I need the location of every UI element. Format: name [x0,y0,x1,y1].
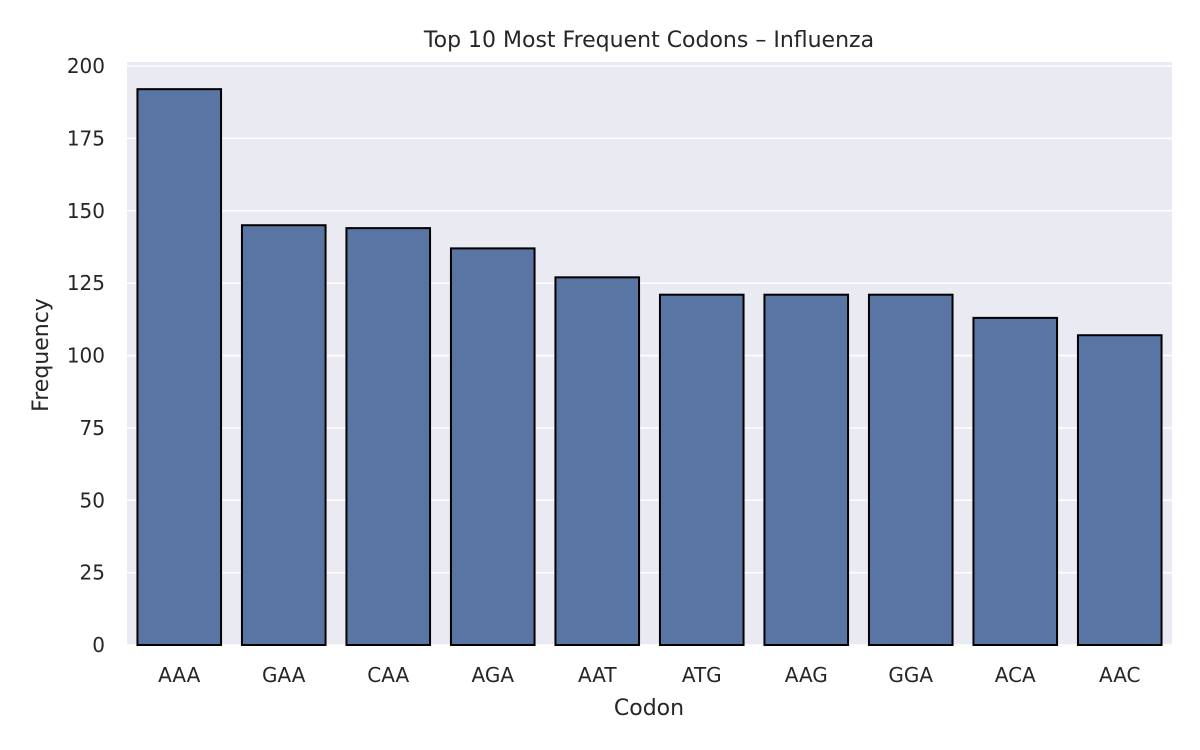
chart-title: Top 10 Most Frequent Codons – Influenza [423,28,874,53]
y-tick-label: 25 [80,561,105,585]
y-tick-label: 125 [67,271,105,295]
bar-aag [763,293,850,646]
x-tick-label: AAC [1099,663,1141,687]
bar-gaa [240,224,327,646]
y-tick-label: 75 [80,416,105,440]
bar-aat [554,276,641,646]
bar-aac [1076,334,1163,646]
x-tick-label: AAT [578,663,617,687]
y-tick-labels: 0 25 50 75 100 125 150 175 200 [67,54,105,657]
bar-caa [345,227,432,646]
x-tick-label: GAA [262,663,306,687]
y-axis-label: Frequency [29,298,54,412]
x-tick-label: ACA [995,663,1036,687]
y-tick-label: 50 [80,488,105,512]
x-tick-label: CAA [367,663,409,687]
bar-aca [972,316,1059,646]
x-tick-label: AAG [785,663,828,687]
y-tick-label: 175 [67,126,105,150]
x-tick-label: ATG [682,663,722,687]
x-tick-label: AGA [471,663,514,687]
bar-aaa [136,88,223,647]
x-tick-label: GGA [888,663,933,687]
x-tick-label: AAA [158,663,200,687]
bar-aga [449,247,536,646]
y-tick-label: 100 [67,344,105,368]
y-tick-label: 200 [67,54,105,78]
bar-atg [658,293,745,646]
y-tick-label: 150 [67,199,105,223]
x-tick-labels: AAA GAA CAA AGA AAT ATG AAG GGA ACA AAC [158,663,1140,687]
bars [136,88,1163,647]
y-tick-label: 0 [92,633,105,657]
x-axis-label: Codon [614,696,684,721]
bar-gga [867,293,954,646]
